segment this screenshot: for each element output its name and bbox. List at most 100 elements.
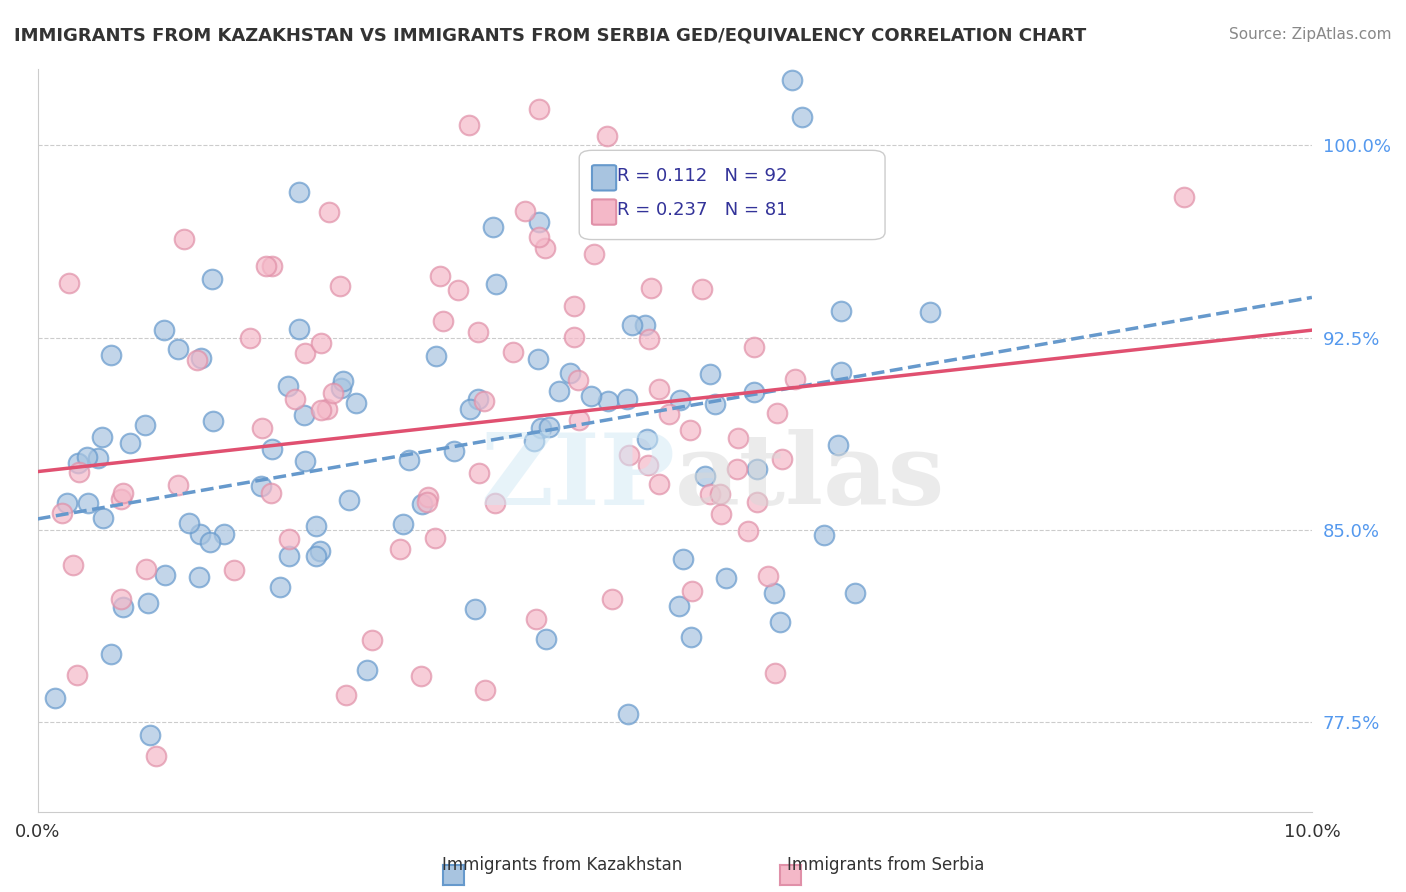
Point xyxy=(361,632,384,647)
Point xyxy=(634,318,657,332)
Point xyxy=(527,230,550,244)
Point xyxy=(745,462,768,476)
Point xyxy=(482,220,505,235)
Point xyxy=(522,434,544,448)
Point xyxy=(416,495,439,509)
Point xyxy=(287,321,309,335)
Point xyxy=(389,542,412,557)
Point xyxy=(763,665,786,680)
Point xyxy=(678,153,700,168)
Point xyxy=(827,437,849,451)
Point xyxy=(110,591,132,606)
Point xyxy=(616,392,638,407)
Point xyxy=(418,490,440,504)
Text: IMMIGRANTS FROM KAZAKHSTAN VS IMMIGRANTS FROM SERBIA GED/EQUIVALENCY CORRELATION: IMMIGRANTS FROM KAZAKHSTAN VS IMMIGRANTS… xyxy=(14,27,1087,45)
Text: Immigrants from Kazakhstan: Immigrants from Kazakhstan xyxy=(443,856,682,874)
Point xyxy=(322,385,344,400)
Point xyxy=(277,549,299,563)
Point xyxy=(188,526,211,541)
Point xyxy=(770,452,793,467)
Point xyxy=(318,205,340,219)
Point xyxy=(813,528,835,542)
Point xyxy=(288,186,311,200)
Point xyxy=(139,728,162,742)
Point xyxy=(530,421,553,435)
Point xyxy=(699,487,721,501)
Point xyxy=(110,492,132,507)
Point xyxy=(186,353,208,368)
Point xyxy=(636,433,658,447)
Point xyxy=(51,506,73,520)
Point xyxy=(538,420,561,434)
Point xyxy=(814,200,837,214)
Point xyxy=(136,596,159,610)
Point xyxy=(166,477,188,491)
Point xyxy=(579,389,602,403)
Point xyxy=(277,532,299,546)
Point xyxy=(344,395,367,409)
Point xyxy=(699,367,721,381)
Text: Immigrants from Serbia: Immigrants from Serbia xyxy=(787,856,984,874)
Point xyxy=(458,119,481,133)
Point xyxy=(598,393,620,408)
Point xyxy=(200,535,222,549)
Point xyxy=(679,423,702,437)
Point xyxy=(425,349,447,363)
Point xyxy=(693,468,716,483)
Point xyxy=(153,323,176,337)
Point xyxy=(756,569,779,583)
Point xyxy=(769,615,792,630)
Point xyxy=(484,496,506,510)
Point xyxy=(679,630,702,644)
Point xyxy=(260,442,283,456)
Point xyxy=(91,430,114,444)
Point xyxy=(356,663,378,677)
Point xyxy=(409,668,432,682)
Point xyxy=(423,531,446,545)
Point xyxy=(472,394,495,409)
FancyBboxPatch shape xyxy=(592,200,616,225)
Point xyxy=(502,344,524,359)
Point xyxy=(179,516,201,530)
Point xyxy=(332,374,354,388)
Point xyxy=(527,352,550,367)
Point xyxy=(458,402,481,417)
Point xyxy=(716,571,738,585)
Point xyxy=(166,825,188,839)
Point xyxy=(335,688,357,702)
Point xyxy=(567,413,589,427)
Point xyxy=(309,335,332,350)
Point xyxy=(534,632,557,647)
Point xyxy=(637,333,659,347)
Point xyxy=(918,305,941,319)
FancyBboxPatch shape xyxy=(592,165,616,191)
Point xyxy=(77,496,100,510)
Point xyxy=(718,215,741,229)
Point xyxy=(100,348,122,362)
Point xyxy=(304,549,326,563)
Point xyxy=(120,436,142,450)
Point xyxy=(464,602,486,616)
Point xyxy=(190,351,212,365)
Point xyxy=(742,340,765,354)
Point xyxy=(254,259,277,273)
Point xyxy=(485,277,508,291)
Point xyxy=(222,563,245,577)
Point xyxy=(309,403,332,417)
Point xyxy=(634,166,657,180)
Point xyxy=(648,382,671,396)
Point xyxy=(742,385,765,400)
Point xyxy=(76,450,98,464)
Point xyxy=(155,568,177,582)
Point xyxy=(648,477,671,491)
Point xyxy=(564,329,586,343)
Point xyxy=(704,397,727,411)
Point xyxy=(547,384,569,399)
Point xyxy=(737,524,759,539)
Point xyxy=(596,129,619,144)
FancyBboxPatch shape xyxy=(579,151,884,240)
Text: ZIP: ZIP xyxy=(479,429,675,526)
Point xyxy=(668,599,690,613)
Point xyxy=(93,510,115,524)
Point xyxy=(277,378,299,392)
